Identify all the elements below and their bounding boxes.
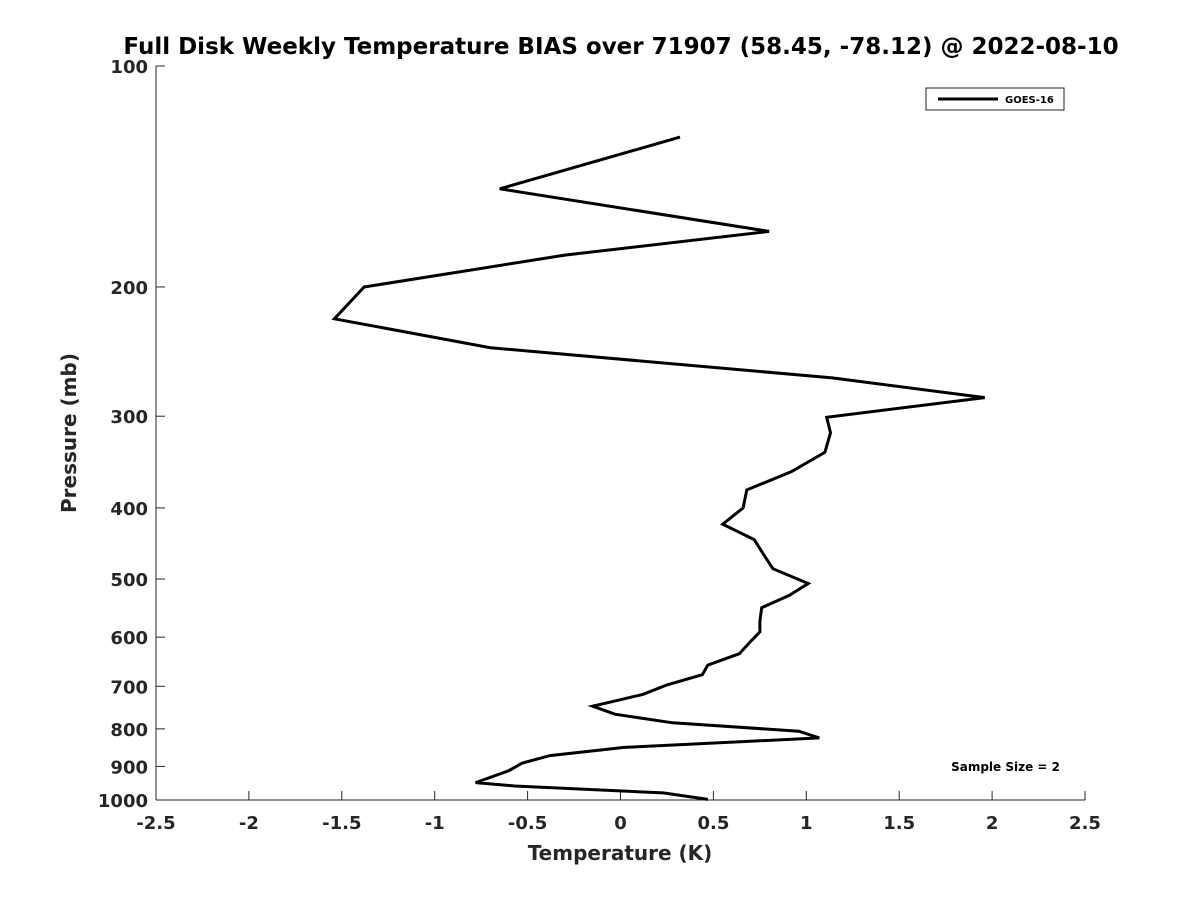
legend-label-goes-16: GOES-16 [1005, 95, 1054, 106]
x-tick-label: -2 [239, 813, 259, 834]
x-tick-label: 0.5 [697, 813, 729, 834]
x-tick-label: -1.5 [322, 813, 361, 834]
x-tick-label: -1 [425, 813, 445, 834]
y-tick-label: 1000 [98, 791, 148, 812]
y-tick-label: 100 [110, 57, 148, 78]
y-tick-label: 700 [110, 677, 148, 698]
y-tick-label: 800 [110, 720, 148, 741]
x-axis-label: Temperature (K) [528, 841, 713, 865]
y-tick-label: 500 [110, 570, 148, 591]
y-tick-label: 900 [110, 757, 148, 778]
sample-size-note: Sample Size = 2 [951, 760, 1060, 774]
y-axis-label: Pressure (mb) [57, 353, 81, 513]
y-tick-label: 300 [110, 407, 148, 428]
y-tick-label: 200 [110, 278, 148, 299]
x-tick-label: -0.5 [508, 813, 547, 834]
x-tick-label: 2 [986, 813, 999, 834]
plot-area [155, 66, 1085, 801]
x-tick-label: 1 [800, 813, 813, 834]
y-tick-label: 600 [110, 628, 148, 649]
series-line-goes-16 [331, 135, 985, 801]
x-tick-label: 0 [614, 813, 627, 834]
chart-title: Full Disk Weekly Temperature BIAS over 7… [123, 34, 1118, 60]
y-tick-label: 400 [110, 499, 148, 520]
x-tick-label: -2.5 [136, 813, 175, 834]
x-axis-ticks: -2.5 -2 -1.5 -1 -0.5 0 0.5 1 1.5 2 2.5 [136, 791, 1101, 834]
legend: GOES-16 [925, 87, 1065, 111]
series-layer [331, 135, 985, 801]
x-tick-label: 1.5 [883, 813, 915, 834]
y-axis-ticks: 100 200 300 400 500 600 700 800 900 1000 [98, 57, 165, 812]
x-tick-label: 2.5 [1069, 813, 1101, 834]
